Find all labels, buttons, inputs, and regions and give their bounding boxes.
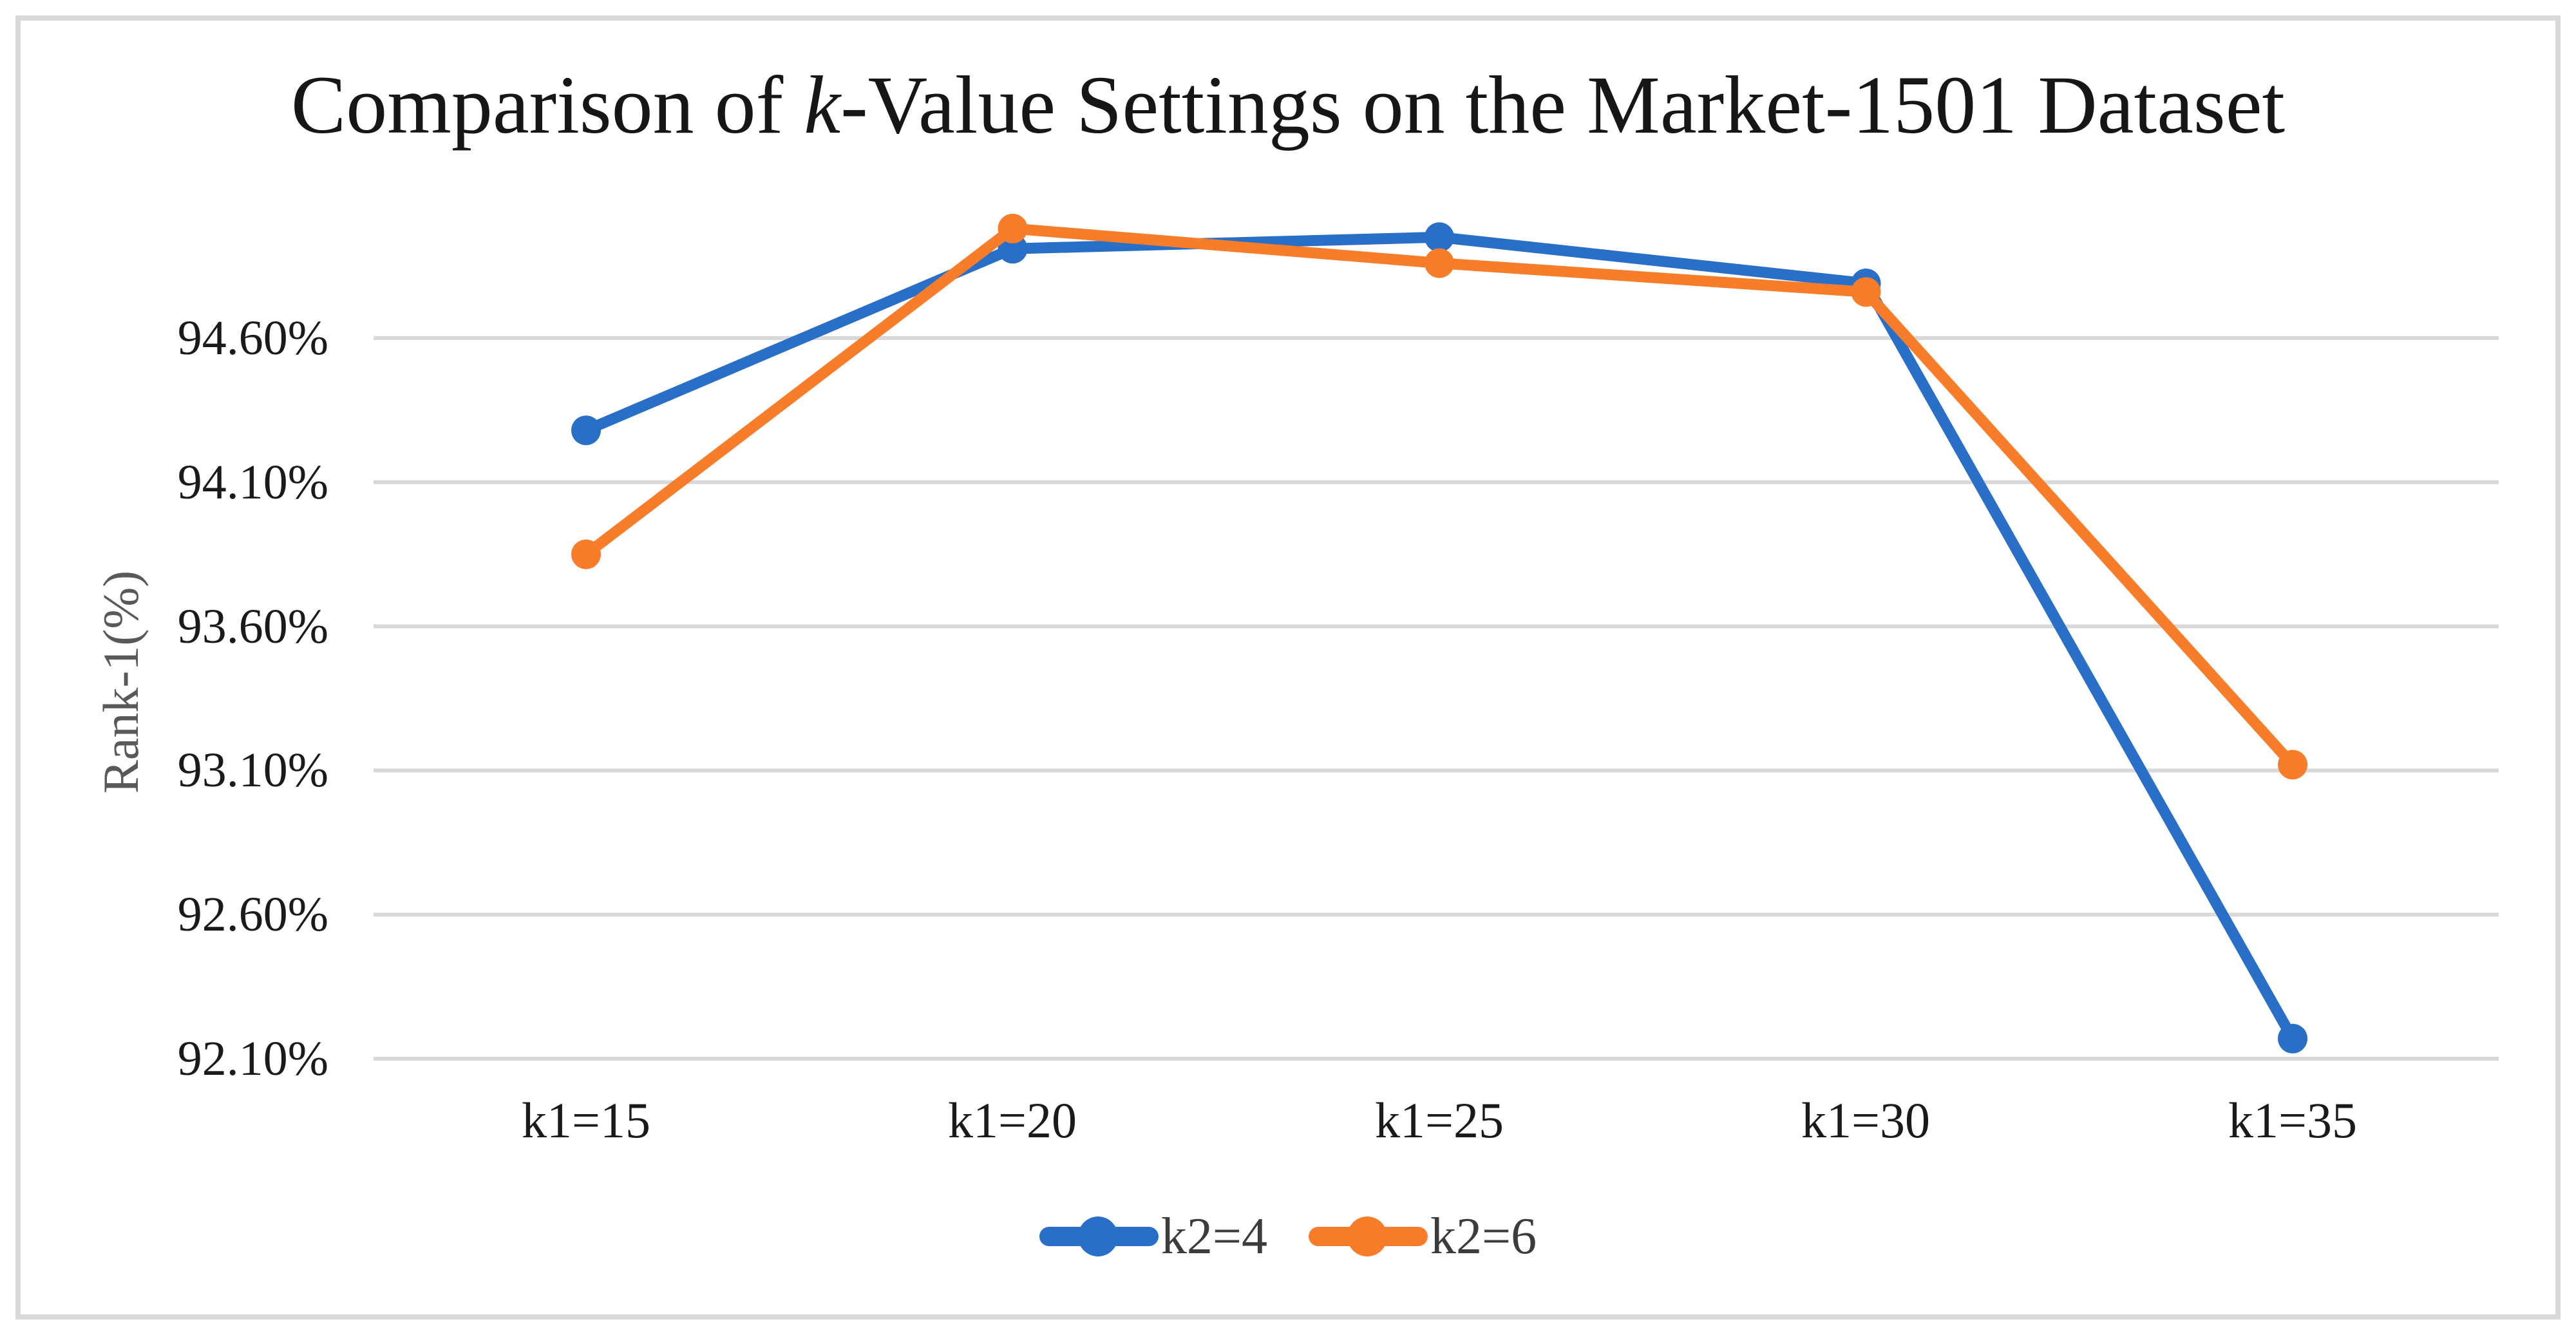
legend-label-k2-6: k2=6 xyxy=(1430,1208,1537,1265)
x-tick-label-k1-35: k1=35 xyxy=(2228,1092,2357,1148)
legend-label-k2-4: k2=4 xyxy=(1160,1208,1267,1265)
legend-line-marker-icon xyxy=(1309,1211,1428,1262)
chart-title-italic-k: k xyxy=(804,59,841,151)
x-tick-label-k1-25: k1=25 xyxy=(1375,1092,1504,1148)
legend-dot-icon xyxy=(1077,1217,1118,1256)
y-tick-label-92-10: 92.10% xyxy=(177,1032,328,1086)
legend-line-marker-icon xyxy=(1039,1211,1159,1262)
y-tick-label-92-60: 92.60% xyxy=(177,887,328,942)
series-k2-6-point-1 xyxy=(998,213,1028,243)
y-tick-label-93-60: 93.60% xyxy=(177,600,328,654)
legend-item-k2-6: k2=6 xyxy=(1309,1207,1537,1265)
y-tick-label-94-10: 94.10% xyxy=(177,455,328,509)
series-k2-6-point-3 xyxy=(1851,277,1881,307)
series-k2-6-point-2 xyxy=(1425,248,1454,278)
series-k2-4-point-0 xyxy=(571,415,601,446)
series-k2-4-point-2 xyxy=(1425,222,1454,252)
legend-item-k2-4: k2=4 xyxy=(1039,1207,1267,1265)
chart-title: Comparison of k-Value Settings on the Ma… xyxy=(0,57,2576,153)
legend-dot-icon xyxy=(1347,1217,1387,1256)
x-tick-label-k1-20: k1=20 xyxy=(948,1092,1077,1148)
chart-border xyxy=(15,15,2561,1320)
chart-title-prefix: Comparison of xyxy=(290,59,804,151)
chart-title-suffix: -Value Settings on the Market-1501 Datas… xyxy=(840,59,2286,151)
y-tick-label-94-60: 94.60% xyxy=(177,311,328,365)
x-tick-label-k1-15: k1=15 xyxy=(522,1092,650,1148)
x-tick-label-k1-30: k1=30 xyxy=(1801,1092,1930,1148)
series-k2-4-point-4 xyxy=(2278,1023,2307,1054)
series-k2-6-line xyxy=(580,223,2298,770)
series-k2-6-point-4 xyxy=(2278,750,2307,780)
legend: k2=4 k2=6 xyxy=(0,1206,2576,1267)
series-k2-6-point-0 xyxy=(571,539,601,569)
y-tick-label-93-10: 93.10% xyxy=(177,743,328,797)
